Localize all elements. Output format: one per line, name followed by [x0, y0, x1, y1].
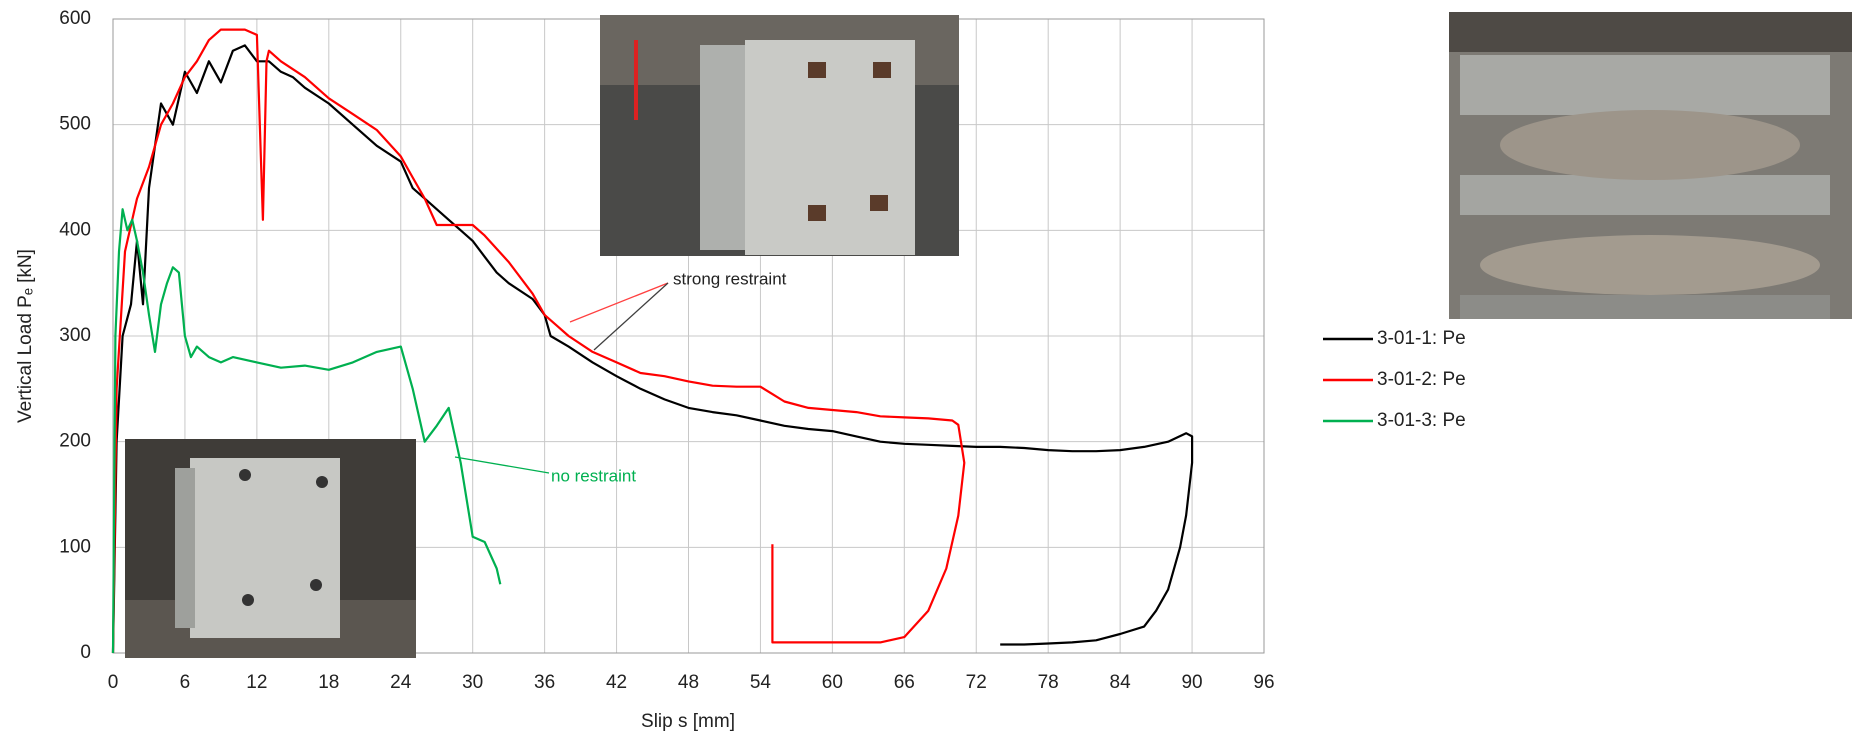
legend-label: 3-01-3: Pe — [1377, 410, 1466, 431]
y-tick-label: 500 — [59, 114, 91, 135]
x-tick-label: 54 — [750, 672, 772, 693]
annotation: no restraint — [551, 466, 636, 485]
x-tick-label: 0 — [108, 672, 119, 693]
x-tick-label: 66 — [894, 672, 915, 693]
y-tick-label: 300 — [59, 325, 91, 346]
x-tick-label: 30 — [462, 672, 483, 693]
x-tick-label: 78 — [1038, 672, 1059, 693]
y-tick-label: 200 — [59, 431, 91, 452]
y-axis-label: Vertical Load Pₑ [kN] — [15, 249, 36, 423]
photo-specimen-strong — [600, 15, 959, 256]
x-tick-label: 42 — [606, 672, 627, 693]
annotation-arrow — [593, 282, 669, 351]
x-tick-label: 24 — [390, 672, 412, 693]
legend-label: 3-01-1: Pe — [1377, 328, 1466, 349]
x-tick-label: 84 — [1110, 672, 1132, 693]
data-line — [111, 28, 966, 654]
annotation-arrow — [569, 282, 669, 323]
x-axis-label: Slip s [mm] — [641, 711, 735, 732]
x-tick-label: 6 — [180, 672, 191, 693]
x-tick-label: 12 — [246, 672, 267, 693]
data-line — [111, 44, 1194, 654]
x-tick-label: 96 — [1253, 672, 1274, 693]
x-tick-label: 48 — [678, 672, 699, 693]
y-tick-label: 600 — [59, 8, 91, 29]
annotation: strong restraint — [673, 269, 787, 288]
legend-label: 3-01-2: Pe — [1377, 369, 1466, 390]
y-tick-label: 400 — [59, 219, 91, 240]
data-line — [111, 208, 502, 654]
x-tick-label: 18 — [318, 672, 339, 693]
x-tick-label: 36 — [534, 672, 555, 693]
x-tick-label: 90 — [1181, 672, 1202, 693]
y-tick-label: 0 — [80, 642, 91, 663]
x-tick-label: 72 — [966, 672, 987, 693]
photo-failure — [1449, 12, 1852, 319]
photo-specimen-none — [125, 439, 416, 658]
y-tick-label: 100 — [59, 536, 91, 557]
annotation-arrow — [454, 456, 550, 474]
x-tick-label: 60 — [822, 672, 843, 693]
